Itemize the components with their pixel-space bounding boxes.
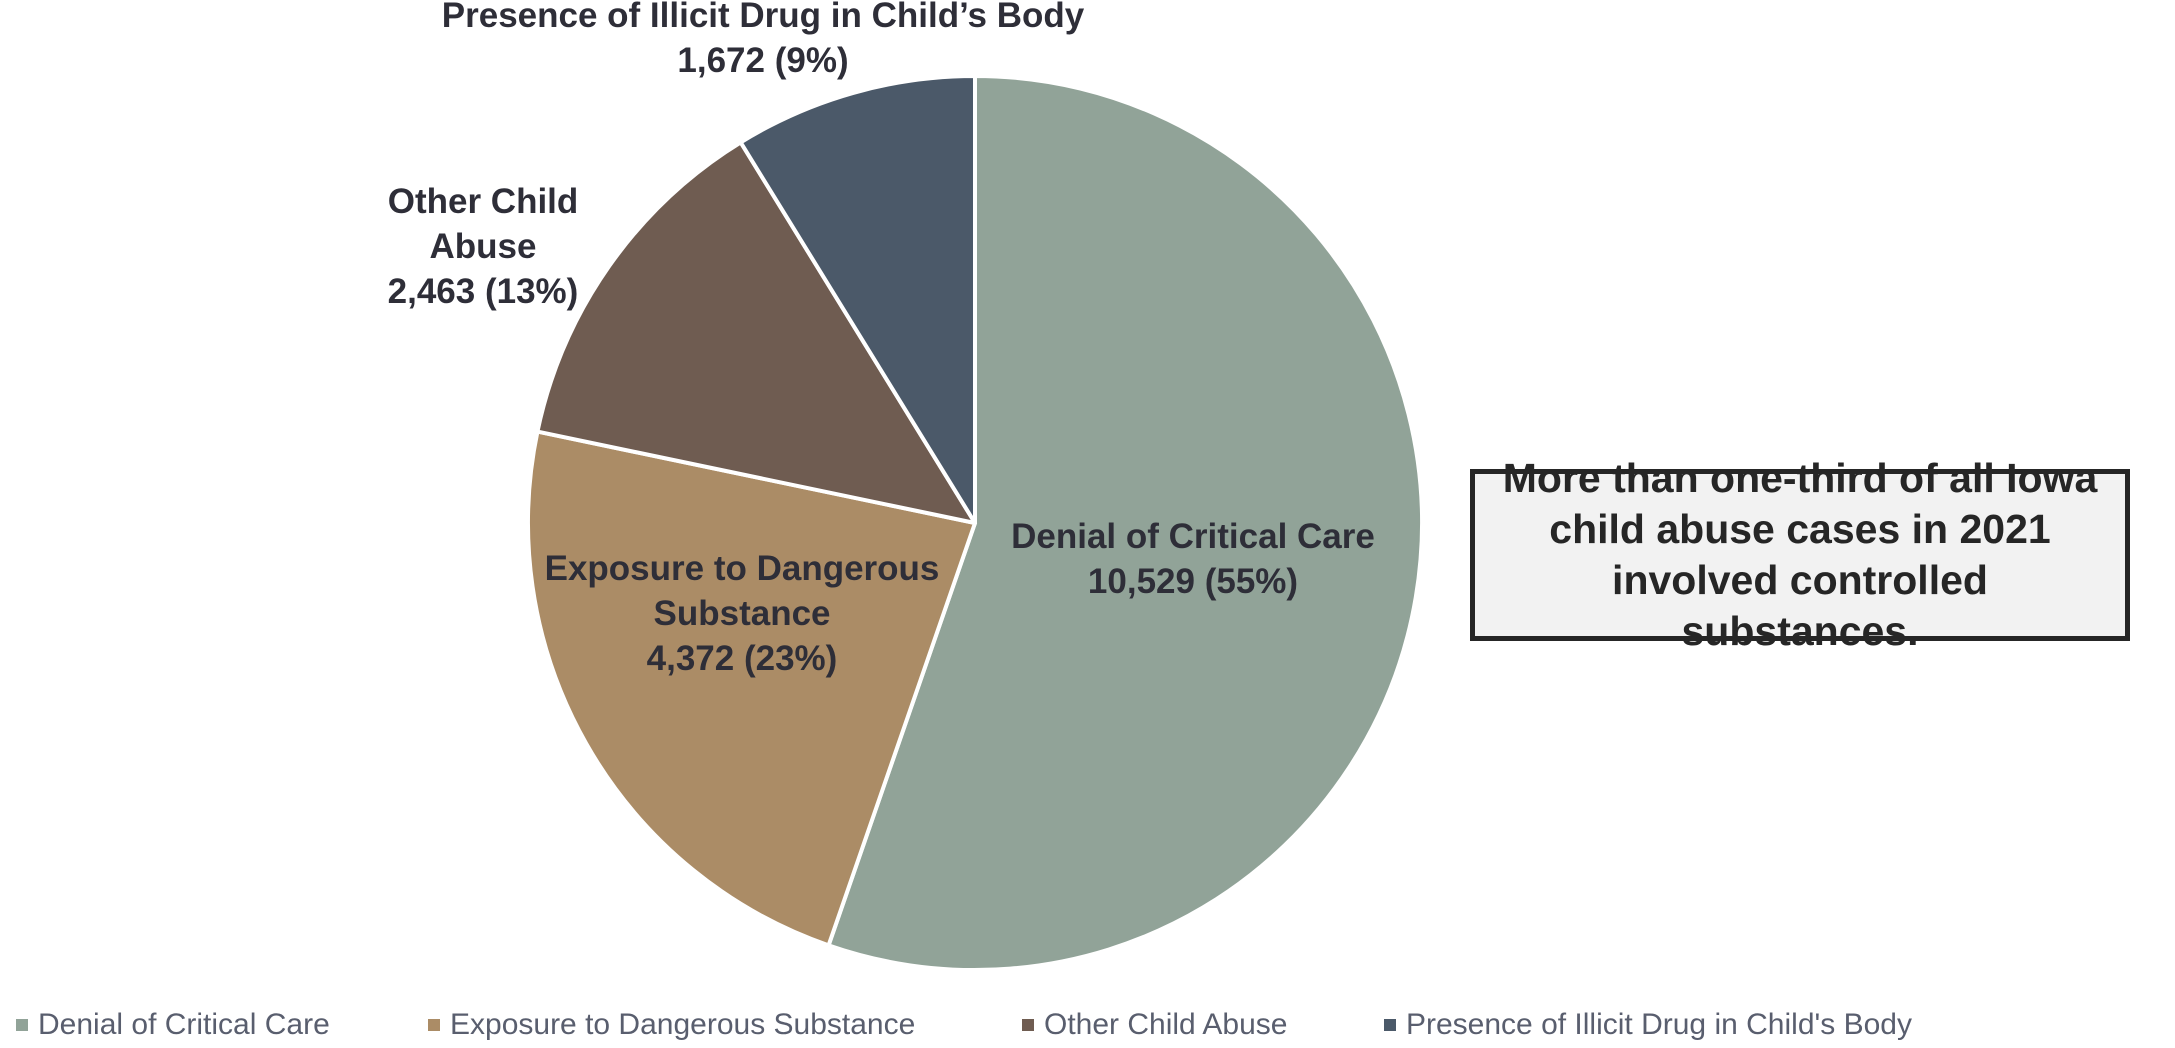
legend-item-other-child-abuse: Other Child Abuse: [1022, 1008, 1287, 1042]
legend-swatch-presence-of-illicit-drug: [1384, 1019, 1396, 1031]
legend-label: Presence of Illicit Drug in Child's Body: [1406, 1008, 1912, 1041]
slice-label-2: Exposure to Dangerous Substance 4,372 (23%…: [545, 549, 940, 678]
legend-swatch-denial-of-critical-care: [16, 1019, 28, 1031]
slice-label-1: Denial of Critical Care 10,529 (55%): [1011, 517, 1375, 601]
slice-category-label: Substance: [654, 594, 831, 633]
slice-category-label: Exposure to Dangerous: [545, 549, 940, 588]
slice-value-label: 10,529 (55%): [1088, 562, 1298, 601]
slice-category-label: Other Child: [388, 182, 579, 221]
summary-callout-text: More than one-third of all Iowa child ab…: [1502, 455, 2098, 654]
pie-slice-other-child-abuse: [535, 140, 977, 525]
pie-data-labels: Denial of Critical Care 10,529 (55%) Expos…: [388, 0, 1375, 678]
legend-item-denial-of-critical-care: Denial of Critical Care: [16, 1008, 330, 1042]
legend-label: Denial of Critical Care: [38, 1008, 330, 1041]
pie-slice-presence-of-illicit-drug-in-child-s-body: [738, 74, 977, 525]
legend-label: Other Child Abuse: [1044, 1008, 1288, 1041]
slice-label-3: Other Child Abuse 2,463 (13%): [388, 182, 579, 311]
slice-category-label: Denial of Critical Care: [1011, 517, 1375, 556]
legend-swatch-exposure-to-dangerous-substance: [428, 1019, 440, 1031]
legend-item-exposure-to-dangerous-substance: Exposure to Dangerous Substance: [428, 1008, 915, 1042]
slice-value-label: 4,372 (23%): [647, 639, 838, 678]
legend-item-presence-of-illicit-drug: Presence of Illicit Drug in Child's Body: [1384, 1008, 1912, 1042]
slice-category-label: Presence of Illicit Drug in Child’s Body: [442, 0, 1085, 35]
legend-label: Exposure to Dangerous Substance: [450, 1008, 916, 1041]
slice-category-label: Abuse: [430, 227, 537, 266]
legend-swatch-other-child-abuse: [1022, 1019, 1034, 1031]
pie-slice-exposure-to-dangerous-substance: [526, 429, 977, 948]
chart-legend: Denial of Critical Care Exposure to Dang…: [0, 1008, 2175, 1048]
pie-slices: [526, 74, 1424, 972]
summary-callout: More than one-third of all Iowa child ab…: [1470, 455, 2130, 654]
slice-value-label: 2,463 (13%): [388, 272, 579, 311]
slice-label-4: Presence of Illicit Drug in Child’s Body…: [442, 0, 1085, 80]
slice-value-label: 1,672 (9%): [677, 41, 848, 80]
